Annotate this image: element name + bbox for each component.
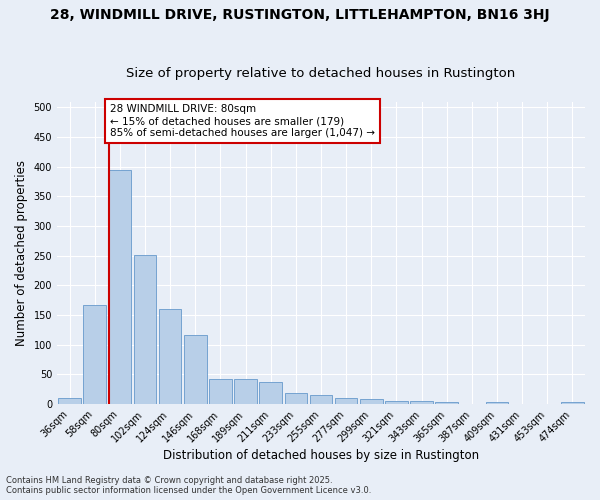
Bar (335, 398, 358, 404)
Bar (385, 400, 408, 404)
Bar (485, 402, 508, 404)
Bar (83, 305, 106, 404)
Bar (310, 394, 332, 404)
Bar (234, 379, 257, 404)
Text: 28, WINDMILL DRIVE, RUSTINGTON, LITTLEHAMPTON, BN16 3HJ: 28, WINDMILL DRIVE, RUSTINGTON, LITTLEHA… (50, 8, 550, 22)
Bar (159, 309, 181, 404)
Bar (360, 398, 383, 404)
Bar (259, 382, 282, 404)
Bar (209, 379, 232, 404)
Bar (436, 402, 458, 404)
Text: Contains HM Land Registry data © Crown copyright and database right 2025.
Contai: Contains HM Land Registry data © Crown c… (6, 476, 371, 495)
Bar (284, 393, 307, 404)
Text: 28 WINDMILL DRIVE: 80sqm
← 15% of detached houses are smaller (179)
85% of semi-: 28 WINDMILL DRIVE: 80sqm ← 15% of detach… (110, 104, 375, 138)
Title: Size of property relative to detached houses in Rustington: Size of property relative to detached ho… (127, 66, 515, 80)
Bar (134, 254, 157, 404)
Y-axis label: Number of detached properties: Number of detached properties (15, 160, 28, 346)
Bar (410, 401, 433, 404)
Bar (58, 398, 81, 404)
Bar (109, 170, 131, 404)
Bar (184, 334, 206, 404)
Bar (561, 402, 584, 404)
X-axis label: Distribution of detached houses by size in Rustington: Distribution of detached houses by size … (163, 450, 479, 462)
